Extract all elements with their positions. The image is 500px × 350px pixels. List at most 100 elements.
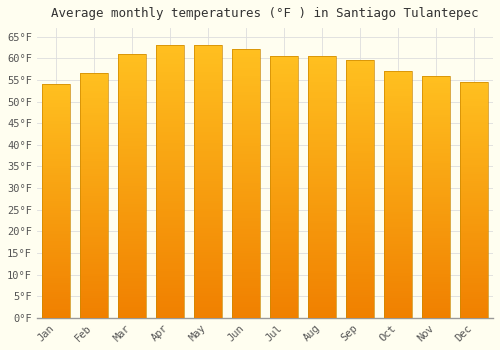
Bar [156,45,184,318]
Bar [42,243,70,245]
Bar [422,224,450,226]
Bar [270,281,298,284]
Bar [156,160,184,162]
Bar [308,121,336,124]
Bar [422,257,450,260]
Bar [42,208,70,210]
Bar [80,164,108,166]
Bar [194,181,222,184]
Bar [232,197,260,199]
Bar [422,129,450,132]
Bar [384,153,412,155]
Bar [194,219,222,222]
Bar [156,233,184,236]
Bar [308,310,336,313]
Bar [346,99,374,102]
Bar [346,171,374,174]
Bar [308,124,336,126]
Bar [232,194,260,197]
Bar [422,221,450,224]
Bar [42,203,70,205]
Bar [194,274,222,277]
Bar [270,77,298,79]
Bar [42,311,70,313]
Bar [42,98,70,100]
Bar [270,61,298,64]
Bar [346,289,374,292]
Bar [384,167,412,170]
Bar [460,264,488,266]
Bar [194,67,222,70]
Bar [232,299,260,302]
Bar [232,259,260,261]
Bar [194,78,222,80]
Bar [118,139,146,141]
Bar [194,214,222,217]
Bar [422,110,450,112]
Bar [422,81,450,83]
Bar [194,108,222,111]
Bar [156,97,184,99]
Bar [118,146,146,149]
Bar [384,234,412,237]
Bar [384,217,412,219]
Bar [80,257,108,259]
Bar [232,251,260,253]
Bar [422,303,450,306]
Bar [460,285,488,287]
Bar [270,187,298,189]
Bar [194,247,222,250]
Bar [80,264,108,267]
Bar [118,225,146,228]
Bar [460,141,488,144]
Bar [194,272,222,274]
Bar [384,118,412,121]
Bar [270,208,298,210]
Bar [42,210,70,212]
Bar [118,218,146,220]
Bar [384,175,412,177]
Bar [308,98,336,100]
Bar [156,67,184,70]
Bar [346,63,374,66]
Bar [460,155,488,158]
Bar [232,310,260,313]
Bar [384,197,412,199]
Bar [308,297,336,300]
Bar [194,201,222,203]
Bar [384,222,412,224]
Bar [194,269,222,272]
Bar [80,279,108,281]
Bar [80,86,108,88]
Bar [460,271,488,273]
Bar [118,220,146,223]
Bar [384,219,412,222]
Bar [460,132,488,134]
Bar [42,91,70,93]
Bar [460,254,488,257]
Bar [156,135,184,138]
Bar [42,89,70,91]
Bar [270,260,298,263]
Bar [194,140,222,143]
Bar [346,233,374,236]
Bar [384,214,412,217]
Bar [156,231,184,233]
Bar [270,192,298,195]
Bar [118,262,146,265]
Bar [460,82,488,84]
Bar [156,178,184,181]
Bar [346,215,374,217]
Bar [270,158,298,161]
Bar [118,302,146,304]
Bar [422,185,450,187]
Bar [308,132,336,134]
Bar [270,106,298,108]
Bar [460,153,488,155]
Bar [346,274,374,277]
Bar [422,190,450,192]
Bar [422,158,450,161]
Bar [308,155,336,158]
Bar [422,294,450,296]
Bar [42,131,70,133]
